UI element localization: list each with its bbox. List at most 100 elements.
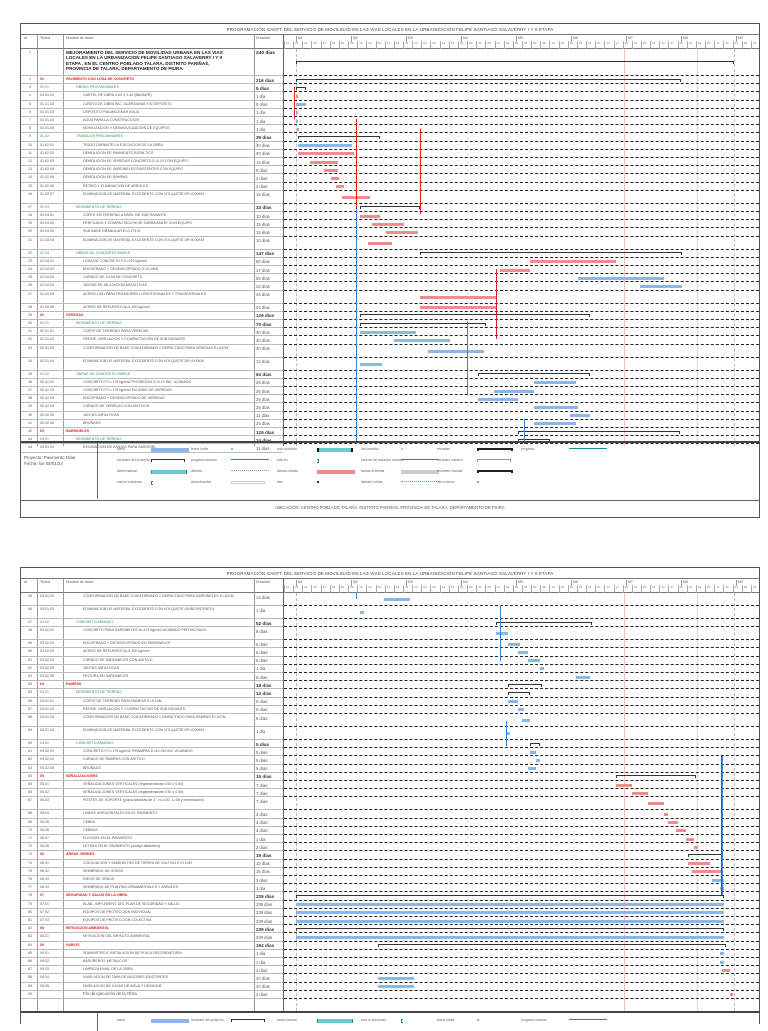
table-row[interactable]: 59 04.01.04 ELIMINACION DE MATERIAL EXCEDE…	[21, 727, 283, 740]
table-row[interactable]: 33 02.01.03 CONFORMACION DE BASE CON AFIRM…	[21, 345, 283, 358]
table-row[interactable]: 42 03 SARDINELES 129 días	[21, 428, 283, 437]
table-row[interactable]: 73 06 ÁREAS VERDES 19 días	[21, 851, 283, 860]
table-row[interactable]: 68 05.04 LINEAS HORIZONTALES EN EL PAVIMEN…	[21, 810, 283, 819]
critical-task-bar[interactable]	[730, 993, 733, 997]
task-bar[interactable]	[378, 977, 414, 980]
table-row[interactable]: 71 05.07 FLECHAS EN EL PAVIMENTO 1 día	[21, 835, 283, 844]
critical-task-bar[interactable]	[632, 791, 648, 795]
table-row[interactable]: 70 05.06 CEBRAS 3 días	[21, 827, 283, 835]
table-row[interactable]: 21 01.03.04 ELIMINACION DE MATERIAL EXCEDE…	[21, 237, 283, 250]
task-bar[interactable]	[478, 397, 518, 401]
critical-task-bar[interactable]	[668, 821, 678, 825]
table-row[interactable]: 38 02.02.03 ENCOFRADO Y DESENCOFRADO DE VE…	[21, 395, 283, 404]
summary-bar[interactable]	[508, 692, 530, 695]
table-row[interactable]: 49 03.02.02 ENCOFRADO Y DESENCOFRADO EN SA…	[21, 640, 283, 649]
critical-task-bar[interactable]	[664, 813, 668, 816]
table-row[interactable]: 66 05.02 SEÑALIZACIONES VERTICALES (reglam…	[21, 789, 283, 798]
table-row[interactable]: 52 03.02.05 JUNTAS ASFALTICAS 1 día	[21, 665, 283, 673]
task-bar[interactable]	[296, 911, 724, 915]
summary-bar[interactable]	[296, 927, 724, 931]
table-row[interactable]: 48 03.02.01 CONCRETO PARA SARDINELES fc=17…	[21, 627, 283, 641]
table-row[interactable]: 36 02.02.01 CONCRETO F'C=175 kg/cm2 P/VERE…	[21, 379, 283, 387]
table-row[interactable]: 22 01.04 OBRAS DE CONCRETO SIMPLE 147 días	[21, 250, 283, 258]
summary-bar[interactable]	[508, 683, 542, 687]
task-bar[interactable]	[518, 708, 524, 712]
summary-bar[interactable]	[518, 430, 680, 434]
table-row[interactable]: 82 08 MITIGACIÓN AMBIENTAL 239 días	[21, 925, 283, 934]
task-bar[interactable]	[534, 422, 576, 426]
summary-bar[interactable]	[360, 322, 486, 326]
table-row[interactable]: 16 01.02.07 ELIMINACION DE MATERIAL EXCEDE…	[21, 191, 283, 204]
table-row[interactable]: 40 02.02.05 JUNTAS ASFALTICAS 11 días	[21, 412, 283, 420]
task-bar[interactable]	[720, 952, 724, 956]
critical-task-bar[interactable]	[648, 802, 664, 806]
table-row[interactable]: 81 07.03 EQUIPOS DE PROTECCION COLECTIVA 23…	[21, 917, 283, 926]
table-row[interactable]: 9 01.02 TRABAJOS PRELIMINARES 35 días	[21, 133, 283, 142]
table-row[interactable]: 79 07.01 ELAB., IMPLEMENT. DEL PLAN DE SEG…	[21, 901, 283, 909]
task-bar[interactable]	[534, 406, 578, 409]
table-row[interactable]: 12 01.02.03 DEMOLICION DE VEREDAS CONCRETO…	[21, 158, 283, 167]
summary-bar[interactable]	[496, 621, 592, 625]
critical-task-bar[interactable]	[676, 829, 686, 833]
table-row[interactable]: 7 01.01.04 AGUA PARA LA CONSTRUCCION 1 día	[21, 117, 283, 126]
task-bar[interactable]	[506, 732, 510, 735]
table-row[interactable]: 17 01.03 MOVIMIENTO DE TIERRAS 33 días	[21, 204, 283, 212]
table-row[interactable]: 23 01.04.01 LOSA DE CONCRETO F'C=210 kg/cm…	[21, 258, 283, 266]
table-row[interactable]: 57 04.01.02 REFINE, NIVELACION Y COMPACTAC…	[21, 706, 283, 714]
critical-task-bar[interactable]	[686, 837, 694, 841]
summary-bar[interactable]	[688, 854, 722, 857]
summary-bar[interactable]	[296, 86, 306, 90]
critical-task-bar[interactable]	[368, 241, 392, 245]
task-bar[interactable]	[528, 659, 540, 663]
table-row[interactable]: 65 05.01 SEÑALIZACIONES VERTICALES (reglam…	[21, 781, 283, 790]
table-row[interactable]: 61 04.02.01 CONCRETO F'C=175 kg/cm2 P/RAMP…	[21, 748, 283, 757]
summary-bar[interactable]	[296, 61, 734, 64]
table-row[interactable]: 74 06.01 COLOCACION Y SUMINISTRO DE TIERRA…	[21, 860, 283, 868]
table-row[interactable]: 86 09.02 BASUREROS METALICOS 1 día	[21, 958, 283, 967]
table-row[interactable]: 15 01.02.06 RETIRO Y ELIMINACION DE ARBOLE…	[21, 183, 283, 191]
summary-bar[interactable]	[360, 314, 590, 318]
table-row[interactable]: 28 01.04.06 ACERO DE REFUERZO fy=4,200 kg/…	[21, 304, 283, 312]
table-row[interactable]: 90 Fin de ejecución de la Obra 3 días	[21, 991, 283, 999]
task-bar[interactable]	[296, 119, 298, 123]
critical-task-bar[interactable]	[722, 968, 730, 972]
table-row[interactable]: 29 02 VEREDAS 129 días	[21, 312, 283, 320]
table-row[interactable]: 75 06.02 SEMBRADO DE GRASS 15 días	[21, 868, 283, 876]
table-row[interactable]: 20 01.03.03 SUB BASE GRANULAR E=0.175 M 15 …	[21, 228, 283, 237]
task-bar[interactable]	[640, 285, 682, 288]
table-row[interactable]: 85 09.01 SUMINISTRO E INSTALACION DE PLACA…	[21, 950, 283, 958]
critical-task-bar[interactable]	[688, 862, 710, 866]
table-row[interactable]: 6 01.01.03 DEPOSITO P/ALMACENAR AGUA 1 día	[21, 109, 283, 117]
critical-task-bar[interactable]	[324, 168, 338, 172]
summary-bar[interactable]	[298, 136, 380, 139]
table-row[interactable]: 24 01.04.02 ENCOFRADO Y DESENCOFRADO (T=0.…	[21, 266, 283, 275]
table-row[interactable]: 19 01.03.02 PERFILADO Y COMPACTACION DE SU…	[21, 220, 283, 229]
table-row[interactable]: 60 04.02 CONCRETO ARMADO 5 días	[21, 740, 283, 749]
table-row[interactable]: 14 01.02.05 DEMOLICION DE RAMPAS 3 días	[21, 174, 283, 183]
task-bar[interactable]	[298, 144, 352, 148]
table-row[interactable]: 64 05 SEÑALIZACIONES 15 días	[21, 773, 283, 781]
table-row[interactable]: 44 03.01.01 EXCAVACION DE ZANJAS PARA SARD…	[21, 444, 283, 453]
task-bar[interactable]	[570, 414, 590, 418]
table-row[interactable]: 39 02.02.04 CURADO DE VEREDAS CON ADITIVOS…	[21, 403, 283, 412]
critical-task-bar[interactable]	[530, 260, 616, 264]
summary-bar[interactable]	[478, 373, 590, 377]
table-row[interactable]: 53 03.02.06 PINTURA EN SARDINELES 5 días	[21, 673, 283, 682]
task-bar[interactable]	[536, 759, 540, 762]
table-row[interactable]: 31 02.01.01 CORTE DE TERRENO PARA VEREDAS 3…	[21, 328, 283, 337]
table-row[interactable]: 25 01.04.03 CURADO DE LOSA DE CONCRETO 54 d…	[21, 274, 283, 283]
summary-bar[interactable]	[378, 944, 726, 948]
table-row[interactable]: 88 09.04 NIVELACION DE TAPA DE BUZONES EXI…	[21, 974, 283, 983]
table-row[interactable]: 67 05.03 POSTES DE SOPORTE (placa fabacias…	[21, 797, 283, 811]
critical-task-bar[interactable]	[310, 160, 338, 164]
table-row[interactable]: 43 03.01 MOVIMIENTO DE TIERRAS 24 días	[21, 436, 283, 445]
task-bar[interactable]	[360, 362, 382, 366]
table-row[interactable]: 13 01.02.04 DEMOLICION DE SARDINELES EXIST…	[21, 166, 283, 175]
task-bar[interactable]	[720, 960, 724, 964]
table-row[interactable]: 18 01.03.01 CORTE EN TERRENO A NIVEL DE SU…	[21, 212, 283, 221]
table-row[interactable]: 26 01.04.04 JUNTAS DE DILATACION ASFALTICA…	[21, 282, 283, 291]
table-row[interactable]: 27 01.04.05 ACERO LISO PARA PASADORES LONG…	[21, 291, 283, 304]
task-bar[interactable]	[518, 651, 528, 654]
table-row[interactable]: 11 01.02.02 DEMOLICION DE PAVIMENTO ASFALT…	[21, 150, 283, 158]
table-row[interactable]: 35 02.02 OBRAS DE CONCRETO SIMPLE 63 días	[21, 371, 283, 379]
